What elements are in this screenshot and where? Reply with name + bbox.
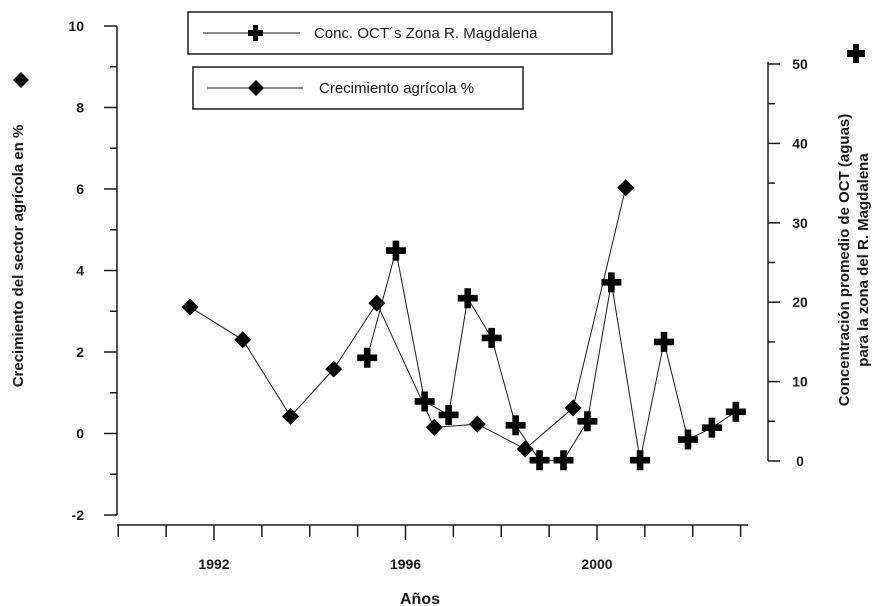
series-conc-oct [357,240,746,471]
left-tick-label: 10 [68,18,84,34]
diamond-marker [617,179,635,197]
diamond-marker [325,360,343,378]
right-tick-label: 50 [792,56,808,72]
plus-marker [529,450,550,471]
right-axis-title-line1: Concentración promedio de OCT (aguas) [836,114,853,407]
right-tick-label: 0 [796,453,804,469]
legend-agri: Crecimiento agrícola % [192,66,524,110]
legend-oct-label: Conc. OCT´s Zona R. Magdalena [314,25,538,42]
plus-marker [630,450,651,471]
left-tick-label: 4 [76,263,84,279]
plus-marker [481,327,502,348]
left-tick-label: 2 [76,344,84,360]
plus-marker [701,417,722,438]
right-axis-ticks: 0 10 20 30 40 50 [768,56,808,469]
plus-marker [725,401,746,422]
plus-marker [438,404,459,425]
diamond-marker [234,331,252,349]
right-tick-label: 30 [792,215,808,231]
legend-plus-marker [248,25,263,41]
plus-marker [601,272,622,293]
plus-marker [385,240,406,261]
x-tick-label: 2000 [581,556,612,572]
plus-marker [414,391,435,412]
x-tick-label: 1992 [198,556,229,572]
left-tick-label: 6 [76,181,84,197]
legend-oct: Conc. OCT´s Zona R. Magdalena [187,11,613,55]
legend-agri-label: Crecimiento agrícola % [319,80,474,97]
right-tick-label: 10 [792,374,808,390]
diamond-marker [564,399,582,417]
right-axis-title-line2: para la zona del R. Magdalena [855,153,872,367]
left-tick-label: 8 [76,100,84,116]
right-tick-label: 20 [792,294,808,310]
series-crecimiento-agricola [181,179,635,458]
plus-marker [677,429,698,450]
plus-marker [654,331,675,352]
left-axis-title: Crecimiento del sector agrícola en % [10,125,27,388]
plus-marker [553,450,574,471]
right-axis-plus-marker [847,44,865,63]
left-axis-diamond-marker [13,72,29,88]
left-tick-label: 0 [76,426,84,442]
plus-marker [357,347,378,368]
agri-series-line [189,187,627,450]
diamond-marker [282,407,300,425]
plus-marker [505,415,526,436]
diamond-marker [181,298,199,316]
plus-marker [457,288,478,309]
diamond-marker [516,440,534,458]
left-tick-label: -2 [72,507,85,523]
diamond-marker [468,415,486,433]
diamond-marker [368,294,386,312]
right-tick-label: 40 [792,135,808,151]
x-tick-label: 1996 [390,556,421,572]
plus-marker [577,411,598,432]
x-axis-title: Años [400,591,440,606]
oct-series-line [366,250,737,461]
x-axis-ticks: 1992 1996 2000 [117,525,742,572]
left-axis-ticks: -2 0 2 4 6 8 10 [68,18,117,523]
legend-diamond-marker [248,80,264,96]
diamond-marker [425,418,443,436]
